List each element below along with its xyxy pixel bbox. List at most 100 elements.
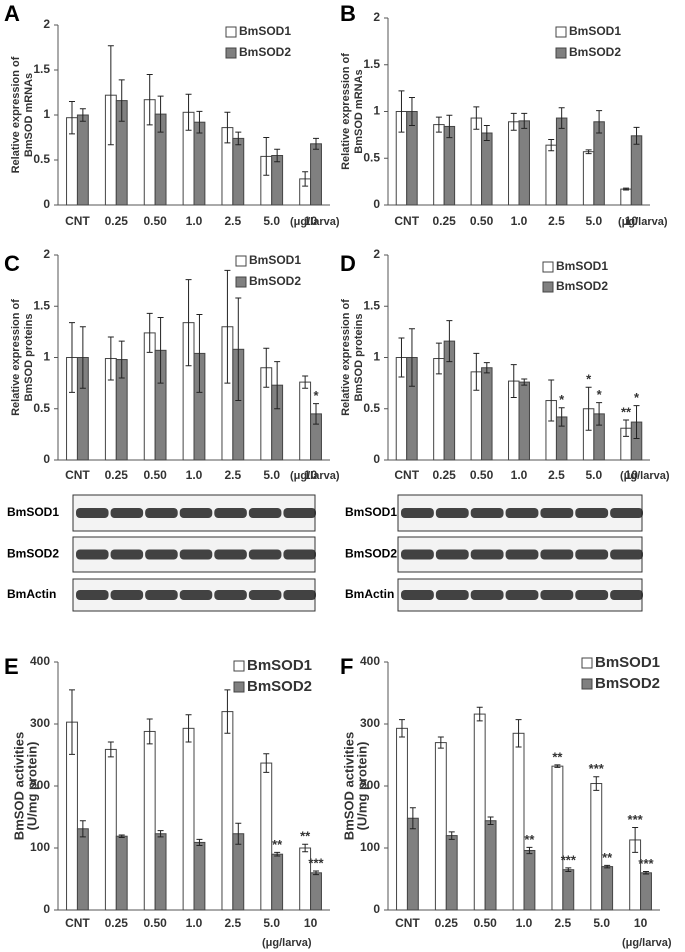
error-bar — [224, 689, 231, 734]
bar — [232, 833, 245, 911]
bar — [518, 120, 530, 206]
blot-band — [179, 508, 213, 518]
y-axis-label: Relative expression of — [10, 56, 22, 173]
legend-label: BmSOD1 — [556, 259, 608, 273]
blot-band — [214, 590, 247, 600]
panel-letter: C — [4, 251, 20, 276]
error-bar — [235, 297, 242, 402]
blot-band — [248, 549, 282, 560]
error-bar — [118, 340, 125, 379]
panel-letter: A — [4, 1, 20, 26]
blot-band — [248, 508, 282, 518]
significance-mark: ** — [524, 832, 535, 847]
x-tick-label: CNT — [395, 916, 420, 930]
bar — [154, 833, 167, 911]
y-axis-label: Relative expression of — [340, 53, 352, 170]
bar — [260, 762, 273, 911]
x-tick-label: 10 — [625, 468, 639, 482]
y-tick-label: 0 — [373, 902, 380, 916]
y-axis-label: (U/mg protein) — [354, 742, 369, 831]
bar — [310, 872, 322, 911]
x-axis-label: (μg/larva) — [262, 937, 312, 949]
error-bar — [107, 336, 114, 381]
error-bar — [196, 110, 203, 134]
error-bar — [554, 764, 561, 768]
legend-label: BmSOD1 — [239, 24, 291, 38]
error-bar — [515, 719, 522, 748]
bar — [562, 869, 575, 911]
error-bar — [398, 719, 405, 738]
significance-mark: *** — [638, 856, 654, 871]
error-bar — [623, 187, 630, 191]
x-tick-label: 0.50 — [143, 916, 167, 930]
bar — [620, 188, 632, 206]
bar — [481, 132, 493, 206]
bar — [434, 742, 447, 911]
y-tick-label: 2 — [373, 247, 380, 261]
bar — [518, 381, 530, 461]
bar — [593, 121, 605, 206]
legend-label: BmSOD2 — [556, 279, 608, 293]
error-bar — [185, 93, 192, 131]
x-tick-label: CNT — [65, 916, 90, 930]
error-bar — [446, 114, 453, 139]
x-tick-label: 10 — [625, 214, 639, 228]
y-axis-label: BmSOD activities — [341, 732, 356, 840]
bar — [508, 121, 520, 206]
error-bar — [435, 116, 442, 133]
x-tick-label: 1.0 — [511, 468, 528, 482]
significance-mark: * — [559, 392, 565, 407]
blot-band — [283, 549, 316, 560]
legend-swatch — [235, 276, 247, 288]
blot-band — [145, 549, 178, 560]
error-bar — [448, 831, 455, 840]
error-bar — [643, 871, 650, 875]
y-tick-label: 1.5 — [363, 57, 380, 71]
blot-band — [145, 508, 178, 518]
error-bar — [632, 827, 639, 853]
blot-band — [401, 549, 434, 560]
bar — [481, 367, 493, 461]
bar — [601, 866, 614, 911]
error-bar — [558, 107, 565, 129]
y-tick-label: 300 — [30, 716, 50, 730]
x-tick-label: CNT — [394, 468, 419, 482]
x-tick-label: 0.50 — [143, 214, 167, 228]
legend-swatch — [233, 660, 245, 672]
legend-swatch — [233, 681, 245, 693]
bar — [443, 125, 456, 206]
x-tick-label: 0.25 — [432, 214, 456, 228]
error-bar — [593, 776, 600, 791]
legend-swatch — [542, 281, 554, 293]
legend-label: BmSOD1 — [595, 654, 660, 671]
blot-band — [248, 590, 282, 600]
y-axis-label: BmSOD proteins — [353, 313, 365, 401]
bar — [396, 727, 408, 911]
x-tick-label: 10 — [304, 468, 318, 482]
error-bar — [483, 125, 490, 141]
x-tick-label: 0.50 — [473, 916, 497, 930]
x-tick-label: 0.25 — [105, 468, 129, 482]
blot-band — [540, 508, 574, 518]
bar — [545, 144, 557, 206]
bar — [271, 853, 284, 911]
significance-mark: ** — [300, 829, 311, 844]
error-bar — [157, 830, 164, 838]
error-bar — [408, 96, 415, 127]
error-bar — [408, 328, 415, 387]
y-axis-label: Relative expression of — [10, 299, 22, 416]
y-axis-label: BmSOD mRNAs — [23, 73, 35, 157]
blot-band — [283, 590, 316, 600]
y-tick-label: 1 — [43, 350, 50, 364]
error-bar — [437, 736, 444, 749]
blot-band — [179, 590, 213, 600]
x-axis-label: (μg/larva) — [618, 216, 668, 228]
x-tick-label: 0.25 — [432, 468, 456, 482]
y-tick-label: 1.5 — [33, 298, 50, 312]
x-tick-label: 1.0 — [186, 214, 203, 228]
significance-mark: ** — [272, 837, 283, 852]
x-tick-label: 0.50 — [143, 468, 167, 482]
bar — [582, 151, 595, 206]
blot-band — [76, 590, 109, 600]
